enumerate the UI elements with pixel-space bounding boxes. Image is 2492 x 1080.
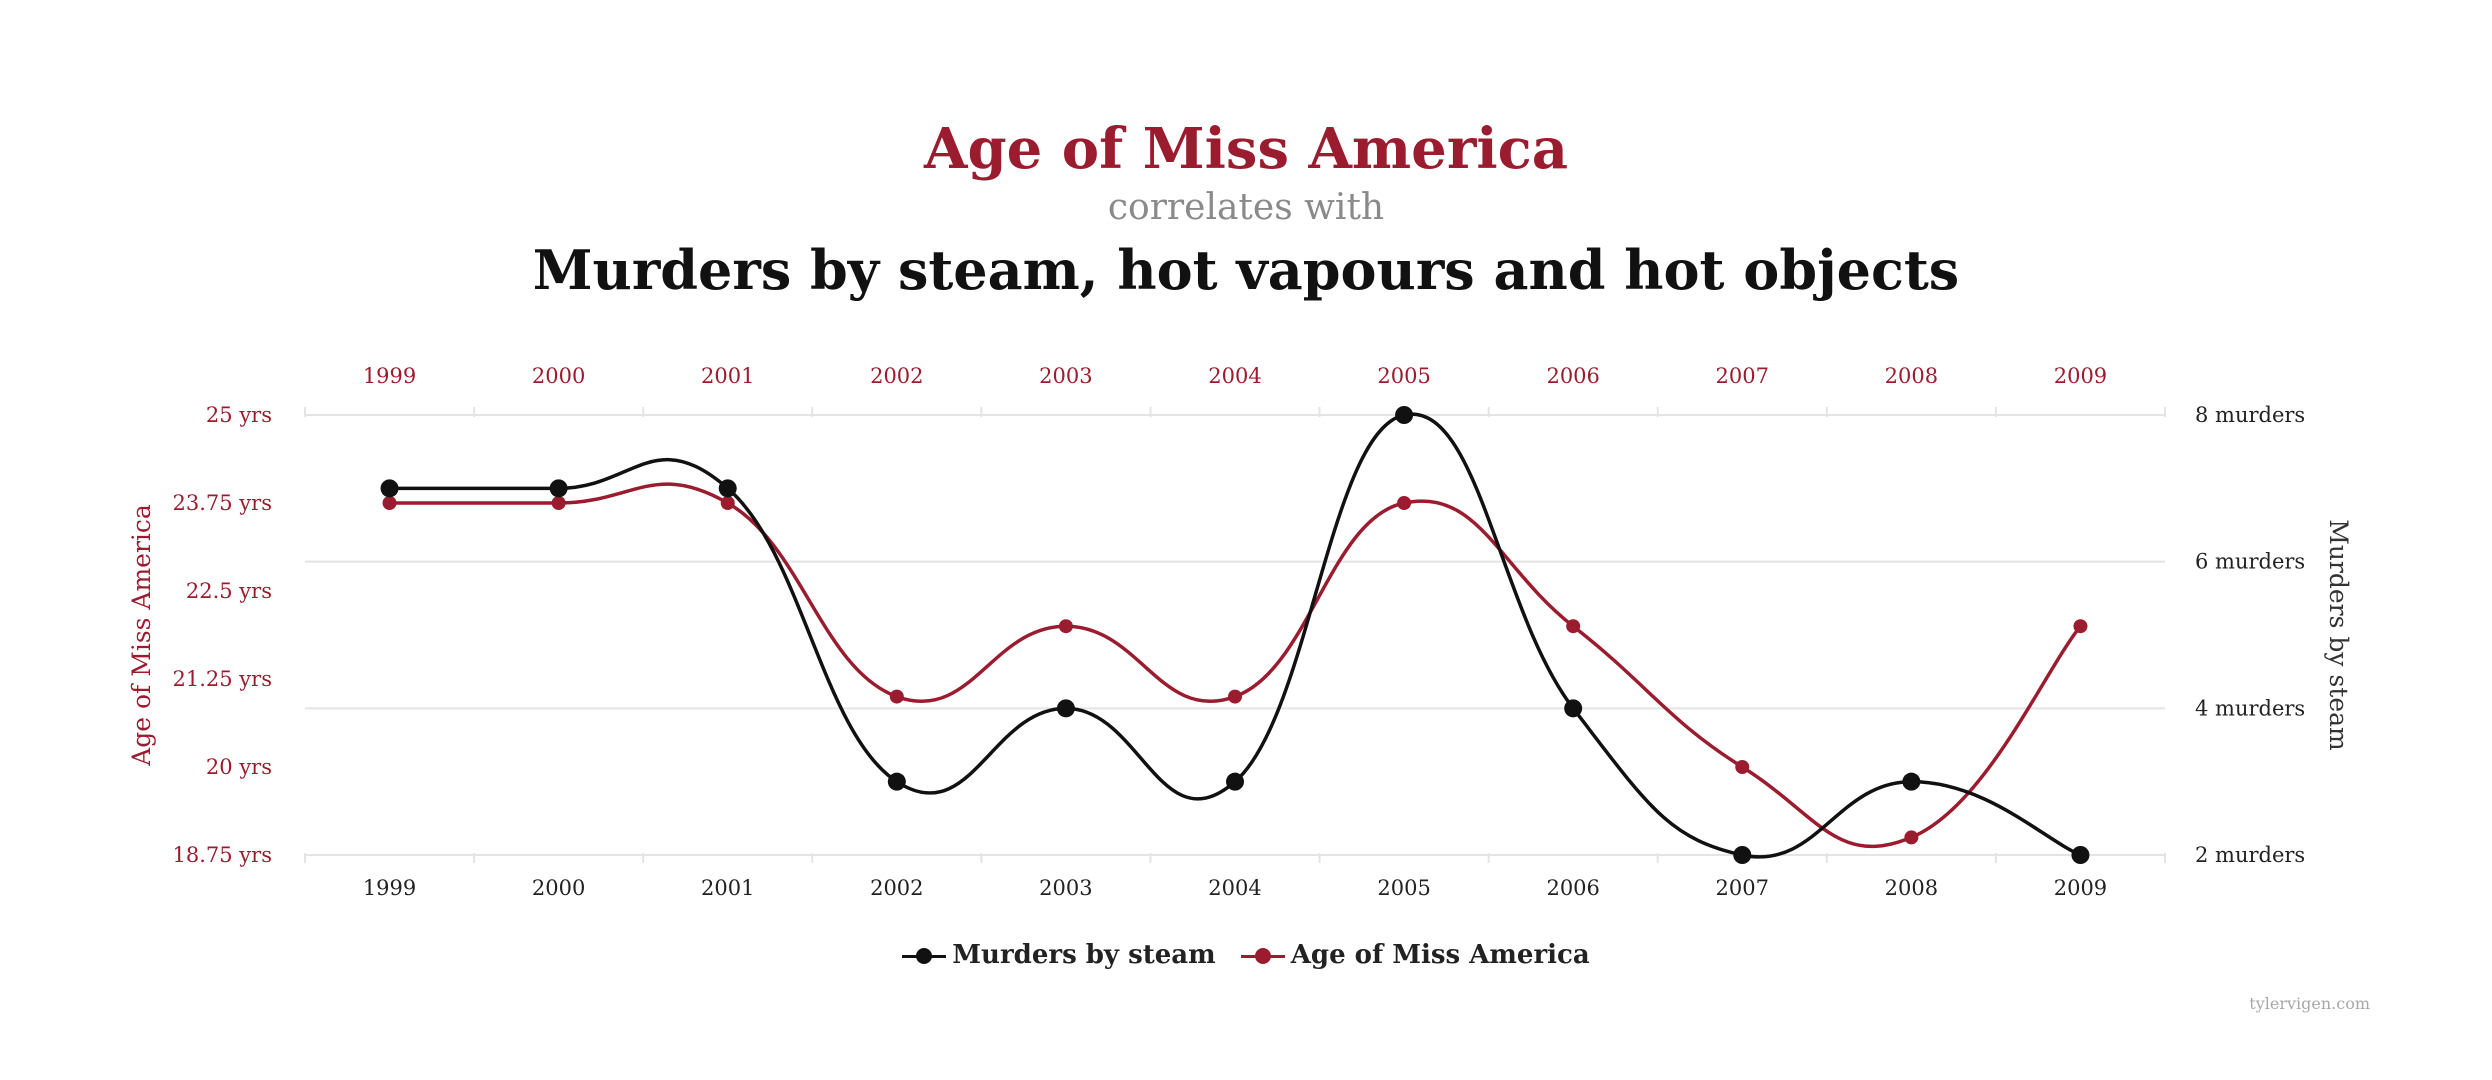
left-y-tick-label: 21.25 yrs [173,667,272,691]
left-axis-title: Age of Miss America [127,504,156,767]
top-x-axis: 1999 2000 2001 2002 2003 2004 2005 2006 2007 2008… [363,364,2107,388]
top-x-tick-label: 2002 [870,364,923,388]
legend-label-murders: Murders by steam [952,940,1216,970]
left-y-tick-label: 25 yrs [206,403,272,427]
bottom-x-tick-label: 2003 [1039,876,1092,900]
data-point-age[interactable] [1058,619,1073,634]
bottom-x-axis: 1999 2000 2001 2002 2003 2004 2005 2006 2007 2008… [363,876,2107,900]
data-point-murders[interactable] [1564,699,1583,718]
top-x-tick-label: 2006 [1546,364,1599,388]
data-point-murders[interactable] [718,479,737,498]
bottom-x-tick-label: 2002 [870,876,923,900]
legend-label-age: Age of Miss America [1290,940,1590,970]
top-x-tick-label: 2003 [1039,364,1092,388]
legend-item-age[interactable]: Age of Miss America [1240,940,1590,970]
bottom-x-tick-label: 2004 [1208,876,1261,900]
left-y-axis: 18.75 yrs 20 yrs 21.25 yrs 22.5 yrs 23.75 yr… [173,403,272,867]
right-y-tick-label: 4 murders [2195,696,2305,720]
data-point-age[interactable] [2073,619,2088,634]
legend-swatch-murders [902,946,947,966]
top-x-tick-label: 2004 [1208,364,1261,388]
bottom-x-tick-label: 2007 [1716,876,1769,900]
data-point-murders[interactable] [2071,846,2090,864]
top-x-tick-label: 2008 [1885,364,1938,388]
top-x-tick-label: 2000 [532,364,585,388]
left-y-tick-label: 20 yrs [206,755,272,779]
data-point-murders[interactable] [380,479,399,498]
top-x-tick-label: 2009 [2054,364,2107,388]
data-point-age[interactable] [1228,689,1242,704]
watermark: tylervigen.com [2249,994,2370,1013]
right-y-axis: 2 murders 4 murders 6 murders 8 murders [2195,403,2305,867]
data-point-age[interactable] [382,496,397,510]
bottom-x-tick-label: 1999 [363,876,416,900]
top-x-tick-label: 2001 [701,364,754,388]
chart-connector: correlates with [1107,187,1385,228]
bottom-x-tick-label: 2005 [1377,876,1430,900]
data-point-age[interactable] [1735,760,1750,774]
left-y-tick-label: 23.75 yrs [173,491,272,515]
data-point-age[interactable] [1397,496,1412,510]
data-point-murders[interactable] [1733,846,1752,864]
data-point-age[interactable] [889,689,904,704]
data-point-murders[interactable] [1226,772,1244,791]
bottom-x-tick-label: 2001 [701,876,754,900]
legend-item-murders[interactable]: Murders by steam [902,940,1216,970]
chart-legend: Murders by steam Age of Miss America [0,940,2492,970]
left-y-tick-label: 18.75 yrs [173,843,272,867]
top-x-tick-label: 1999 [363,364,416,388]
chart-titles: Age of Miss America correlates with Murd… [0,112,2492,310]
data-point-murders[interactable] [887,772,906,791]
bottom-x-tick-label: 2008 [1885,876,1938,900]
series-line-age [389,482,2082,849]
bottom-x-tick-label: 2000 [532,876,585,900]
grid-lines [304,407,2166,863]
data-point-age[interactable] [551,496,566,510]
left-y-tick-label: 22.5 yrs [186,579,272,603]
data-point-murders[interactable] [549,479,568,498]
bottom-x-tick-label: 2006 [1546,876,1599,900]
series-layer [380,406,2090,864]
legend-swatch-age [1240,946,1285,966]
data-point-age[interactable] [1904,830,1919,845]
right-axis-title: Murders by steam [2324,519,2353,751]
right-y-tick-label: 6 murders [2195,550,2305,574]
data-point-murders[interactable] [1395,406,1414,424]
data-point-age[interactable] [1566,619,1581,634]
data-point-murders[interactable] [1056,699,1075,718]
top-x-tick-label: 2007 [1716,364,1769,388]
top-x-tick-label: 2005 [1377,364,1430,388]
bottom-x-tick-label: 2009 [2054,876,2107,900]
chart-title: Age of Miss America [924,116,1568,182]
data-point-murders[interactable] [1902,772,1921,791]
data-point-age[interactable] [720,496,735,510]
right-y-tick-label: 8 murders [2195,403,2305,427]
chart-subtitle: Murders by steam, hot vapours and hot ob… [532,238,1960,302]
right-y-tick-label: 2 murders [2195,843,2305,867]
